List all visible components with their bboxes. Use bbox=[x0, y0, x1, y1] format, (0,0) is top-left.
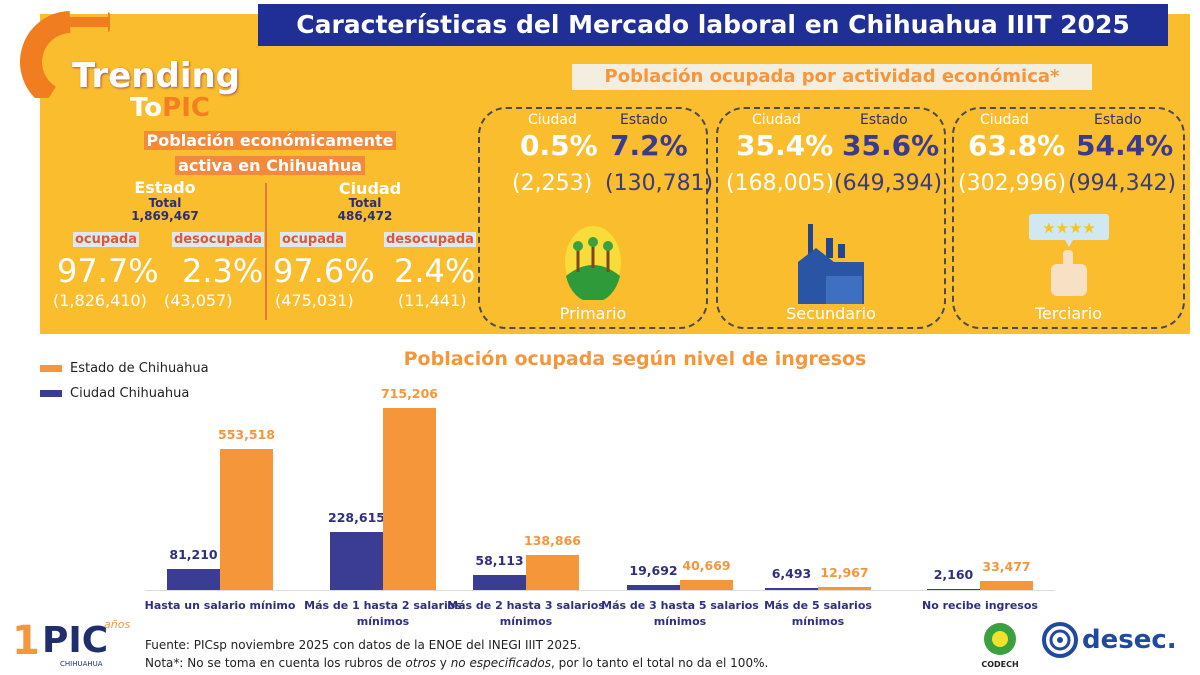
data-label: 12,967 bbox=[820, 564, 869, 580]
ciudad-pct: 35.4% bbox=[736, 129, 834, 162]
bar-estado bbox=[526, 554, 579, 590]
category-label: Más de 2 hasta 3 salarios mínimos bbox=[447, 599, 605, 628]
source-note: Fuente: PICsp noviembre 2025 con datos d… bbox=[145, 638, 582, 652]
data-label: 228,615 bbox=[328, 509, 385, 525]
desec-emblem-icon bbox=[1042, 622, 1078, 658]
bar-ciudad bbox=[167, 569, 220, 590]
estado-label: Estado bbox=[860, 112, 908, 128]
category-label: No recibe ingresos bbox=[922, 599, 1038, 612]
ciudad-n: (2,253) bbox=[512, 171, 593, 196]
legend-estado: Estado de Chihuahua bbox=[40, 361, 209, 376]
category-label: Más de 5 salarios mínimos bbox=[764, 599, 872, 628]
bar-ciudad bbox=[330, 531, 383, 590]
bar-ciudad bbox=[765, 588, 818, 590]
estado-ocupada-n: (1,826,410) bbox=[53, 291, 147, 310]
sector-card-secundario: Ciudad Estado 35.4% 35.6% (168,005) (649… bbox=[716, 107, 946, 329]
bar-estado bbox=[220, 449, 273, 590]
estado-label: Estado bbox=[134, 178, 196, 197]
ciudad-label: Ciudad bbox=[338, 179, 402, 198]
data-label: 58,113 bbox=[475, 553, 524, 569]
data-label: 81,210 bbox=[169, 547, 218, 563]
estado-n: (994,342) bbox=[1068, 171, 1177, 196]
bar-ciudad bbox=[627, 584, 680, 590]
estado-pct: 54.4% bbox=[1076, 129, 1174, 162]
ciudad-n: (302,996) bbox=[958, 171, 1067, 196]
ciudad-label: Ciudad bbox=[980, 112, 1029, 128]
nota: Nota*: No se toma en cuenta los rubros d… bbox=[145, 656, 769, 670]
data-label: 33,477 bbox=[982, 559, 1031, 575]
bar-estado bbox=[383, 408, 436, 590]
estado-desocupada-tag: desocupada bbox=[172, 232, 264, 247]
page-title: Características del Mercado laboral en C… bbox=[258, 4, 1168, 46]
sector-card-primario: Ciudad Estado 0.5% 7.2% (2,253) (130,781… bbox=[478, 107, 713, 329]
codech-emblem-icon bbox=[984, 623, 1016, 655]
data-label: 19,692 bbox=[629, 562, 678, 578]
data-label: 553,518 bbox=[218, 427, 275, 443]
data-label: 40,669 bbox=[682, 557, 731, 573]
bar-ciudad bbox=[473, 575, 526, 590]
legend-ciudad: Ciudad Chihuahua bbox=[40, 386, 189, 401]
trending-topic-logo: Trending ToPIC bbox=[10, 8, 260, 123]
ciudad-desocupada-pct: 2.4% bbox=[394, 252, 476, 290]
pea-title: Población económicamente activa en Chihua… bbox=[120, 128, 420, 178]
ciudad-pct: 0.5% bbox=[520, 129, 598, 162]
data-label: 715,206 bbox=[381, 386, 438, 401]
divider bbox=[265, 183, 267, 320]
estado-pct: 35.6% bbox=[842, 129, 940, 162]
category-label: Más de 3 hasta 5 salarios mínimos bbox=[601, 599, 759, 628]
footer-notes: Fuente: PICsp noviembre 2025 con datos d… bbox=[145, 636, 768, 672]
sector-name: Primario bbox=[559, 304, 627, 323]
farm-plants-icon bbox=[565, 226, 621, 300]
actividad-title: Población ocupada por actividad económic… bbox=[572, 64, 1092, 90]
estado-ocupada-pct: 97.7% bbox=[57, 252, 159, 290]
estado-desocupada-pct: 2.3% bbox=[182, 252, 264, 290]
estado-ocupada-tag: ocupada bbox=[73, 232, 140, 247]
pic-10-anos-logo: 1 PIC años CHIHUAHUA bbox=[12, 618, 131, 668]
ciudad-pct: 63.8% bbox=[968, 129, 1066, 162]
ciudad-ocupada-n: (475,031) bbox=[275, 291, 354, 310]
estado-total: Total 1,869,467 bbox=[131, 196, 199, 223]
sector-name: Secundario bbox=[786, 304, 876, 323]
codech-logo: CODECH bbox=[975, 622, 1025, 669]
factory-icon bbox=[798, 224, 864, 304]
bar-ciudad bbox=[927, 589, 980, 590]
ciudad-label: Ciudad bbox=[752, 112, 801, 128]
legend-swatch bbox=[40, 390, 62, 397]
ciudad-ocupada-pct: 97.6% bbox=[273, 252, 375, 290]
ciudad-desocupada-tag: desocupada bbox=[384, 232, 476, 247]
ciudad-desocupada-n: (11,441) bbox=[398, 291, 467, 310]
bar-estado bbox=[818, 586, 871, 590]
sector-card-terciario: Ciudad Estado 63.8% 54.4% (302,996) (994… bbox=[952, 107, 1185, 329]
legend-swatch bbox=[40, 365, 62, 372]
data-label: 2,160 bbox=[933, 567, 974, 583]
estado-desocupada-n: (43,057) bbox=[164, 291, 233, 310]
estado-label: Estado bbox=[1094, 112, 1142, 128]
thumbs-up-rating-icon: ★★★★ bbox=[1028, 214, 1109, 296]
category-label: Más de 1 hasta 2 salarios mínimos bbox=[304, 599, 462, 628]
ciudad-n: (168,005) bbox=[726, 171, 835, 196]
data-label: 138,866 bbox=[524, 532, 581, 548]
legend-label: Estado de Chihuahua bbox=[70, 361, 209, 376]
svg-text:★★★★: ★★★★ bbox=[1042, 219, 1096, 237]
x-axis bbox=[145, 590, 1055, 591]
data-label: 6,493 bbox=[771, 566, 812, 582]
chart-title: Población ocupada según nivel de ingreso… bbox=[403, 348, 867, 370]
bar-estado bbox=[980, 581, 1033, 590]
category-label: Hasta un salario mínimo bbox=[144, 599, 296, 612]
desec-logo: desec. bbox=[1042, 622, 1177, 658]
ciudad-total: Total 486,472 bbox=[337, 196, 393, 223]
bar-estado bbox=[680, 579, 733, 590]
legend-label: Ciudad Chihuahua bbox=[70, 386, 190, 401]
ciudad-label: Ciudad bbox=[528, 112, 577, 128]
sector-name: Terciario bbox=[1035, 304, 1102, 323]
estado-label: Estado bbox=[620, 112, 668, 128]
arrow-logo-icon bbox=[20, 11, 110, 98]
estado-pct: 7.2% bbox=[610, 129, 688, 162]
estado-n: (130,781) bbox=[605, 171, 714, 196]
estado-n: (649,394) bbox=[834, 171, 943, 196]
ciudad-ocupada-tag: ocupada bbox=[280, 232, 347, 247]
